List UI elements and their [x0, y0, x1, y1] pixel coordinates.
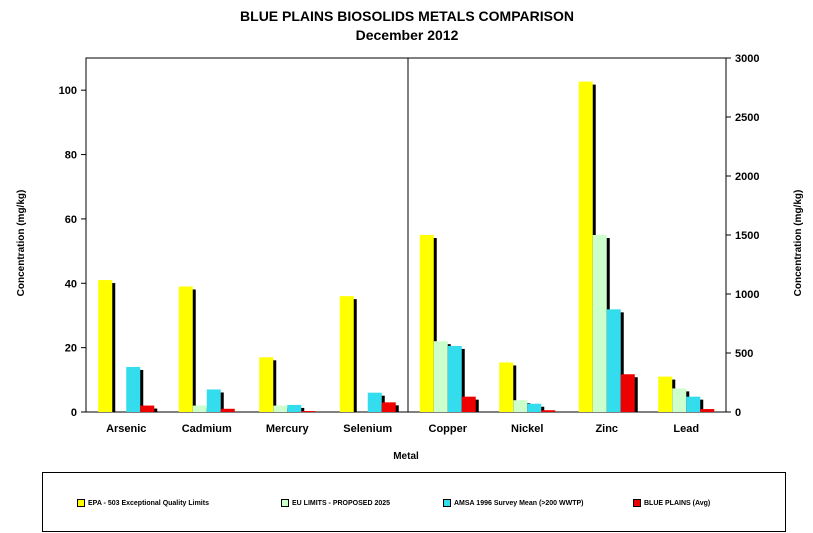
left-tick-label: 80 — [65, 150, 77, 162]
bar-selenium-3 — [381, 402, 396, 412]
legend-swatch-amsa — [443, 499, 451, 507]
bar-lead-3 — [700, 409, 715, 412]
category-labels: Arsenic Cadmium Mercury Selenium Copper Nicke… — [106, 423, 699, 435]
bar-nickel-3 — [541, 410, 556, 412]
left-tick-label: 0 — [71, 407, 77, 419]
bar-mercury-3 — [301, 411, 316, 412]
right-tick-label: 1000 — [735, 289, 759, 301]
bar-cadmium-2 — [206, 389, 221, 412]
legend-item-amsa: AMSA 1996 Survey Mean (>200 WWTP) — [443, 499, 583, 507]
bar-selenium-0 — [339, 296, 354, 412]
bar-copper-0 — [419, 235, 434, 412]
bar-cadmium-3 — [220, 408, 235, 412]
legend: EPA - 503 Exceptional Quality Limits EU … — [42, 472, 786, 532]
bar-arsenic-3 — [140, 405, 155, 412]
bar-nickel-0 — [499, 362, 514, 412]
legend-item-epa: EPA - 503 Exceptional Quality Limits — [77, 499, 209, 507]
category-label-zinc: Zinc — [595, 423, 618, 435]
chart-subtitle: December 2012 — [356, 27, 459, 43]
left-axis-ticks: 0 20 40 60 80 100 — [59, 85, 86, 419]
legend-label-blue-plains: BLUE PLAINS (Avg) — [644, 499, 711, 507]
category-label-nickel: Nickel — [511, 423, 543, 435]
bar-arsenic-2 — [126, 366, 141, 412]
right-axis-ticks: 0 500 1000 1500 2000 2500 3000 — [726, 53, 759, 419]
left-tick-label: 20 — [65, 343, 77, 355]
right-tick-label: 2500 — [735, 112, 759, 124]
chart-title: BLUE PLAINS BIOSOLIDS METALS COMPARISON — [240, 8, 574, 24]
legend-swatch-epa — [77, 499, 85, 507]
bar-lead-1 — [672, 388, 687, 412]
bar-copper-3 — [461, 396, 476, 412]
left-tick-label: 60 — [65, 214, 77, 226]
legend-swatch-eu — [281, 499, 289, 507]
category-label-lead: Lead — [673, 423, 699, 435]
bar-arsenic-0 — [98, 280, 113, 412]
category-label-mercury: Mercury — [266, 423, 310, 435]
legend-item-eu: EU LIMITS - PROPOSED 2025 — [281, 499, 390, 507]
legend-item-blue-plains: BLUE PLAINS (Avg) — [633, 499, 710, 507]
category-label-arsenic: Arsenic — [106, 423, 146, 435]
left-tick-label: 100 — [59, 85, 77, 97]
bar-zinc-2 — [606, 309, 621, 412]
right-tick-label: 1500 — [735, 230, 759, 242]
category-label-copper: Copper — [429, 423, 468, 435]
x-axis-label: Metal — [393, 451, 419, 462]
bar-marks — [98, 81, 715, 412]
bar-nickel-2 — [527, 403, 542, 412]
bar-copper-1 — [433, 341, 448, 412]
legend-swatch-blue-plains — [633, 499, 641, 507]
category-label-selenium: Selenium — [343, 423, 392, 435]
bar-lead-0 — [658, 376, 673, 412]
bar-mercury-2 — [287, 404, 302, 412]
bar-zinc-0 — [578, 81, 593, 412]
bar-cadmium-0 — [178, 286, 193, 412]
right-tick-label: 0 — [735, 407, 741, 419]
legend-label-epa: EPA - 503 Exceptional Quality Limits — [88, 499, 209, 507]
bar-mercury-1 — [273, 405, 288, 412]
legend-label-eu: EU LIMITS - PROPOSED 2025 — [292, 499, 391, 507]
bar-zinc-3 — [620, 374, 635, 412]
right-tick-label: 500 — [735, 348, 753, 360]
legend-label-amsa: AMSA 1996 Survey Mean (>200 WWTP) — [454, 499, 584, 507]
right-tick-label: 2000 — [735, 171, 759, 183]
right-tick-label: 3000 — [735, 53, 759, 65]
bar-lead-2 — [686, 396, 701, 412]
category-label-cadmium: Cadmium — [182, 423, 232, 435]
bar-selenium-2 — [367, 392, 382, 412]
bar-mercury-0 — [259, 357, 274, 412]
bar-copper-2 — [447, 345, 462, 412]
y-axis-label-right: Concentration (mg/kg) — [793, 190, 804, 297]
bar-zinc-1 — [592, 235, 607, 412]
left-tick-label: 40 — [65, 278, 77, 290]
y-axis-label-left: Concentration (mg/kg) — [16, 190, 27, 297]
bar-nickel-1 — [513, 400, 528, 412]
bar-cadmium-1 — [192, 405, 207, 412]
